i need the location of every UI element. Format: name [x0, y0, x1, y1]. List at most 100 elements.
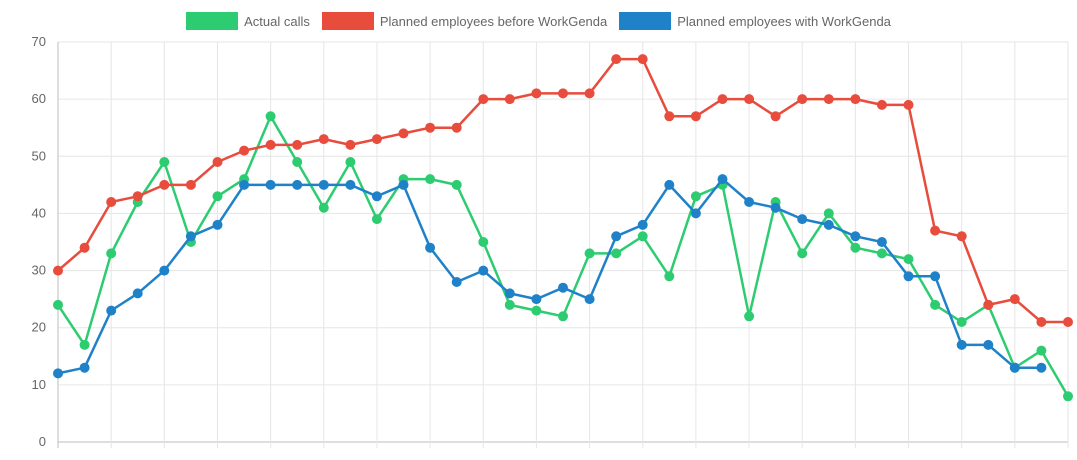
data-point[interactable] [53, 299, 63, 310]
data-point[interactable] [292, 179, 303, 190]
data-point[interactable] [1009, 362, 1020, 373]
data-point[interactable] [425, 122, 436, 133]
data-point[interactable] [425, 174, 436, 185]
data-point[interactable] [451, 179, 462, 190]
legend-item-1[interactable]: Planned employees before WorkGenda [321, 12, 607, 30]
data-point[interactable] [903, 254, 914, 265]
data-point[interactable] [903, 271, 914, 282]
data-point[interactable] [212, 191, 223, 202]
data-point[interactable] [690, 208, 701, 219]
data-point[interactable] [584, 294, 595, 305]
data-point[interactable] [531, 294, 542, 305]
data-point[interactable] [159, 157, 170, 167]
data-point[interactable] [106, 305, 117, 316]
data-point[interactable] [79, 242, 90, 253]
data-point[interactable] [876, 237, 887, 247]
data-point[interactable] [159, 265, 170, 276]
data-point[interactable] [1036, 317, 1047, 327]
data-point[interactable] [106, 248, 117, 259]
data-point[interactable] [637, 219, 648, 230]
data-point[interactable] [371, 134, 382, 145]
data-point[interactable] [690, 191, 701, 202]
data-point[interactable] [903, 99, 914, 110]
data-point[interactable] [558, 311, 568, 322]
data-point[interactable] [611, 54, 622, 65]
data-point[interactable] [717, 174, 728, 185]
data-point[interactable] [265, 139, 276, 150]
data-point[interactable] [159, 179, 170, 190]
data-point[interactable] [239, 179, 250, 190]
data-point[interactable] [558, 88, 568, 99]
data-point[interactable] [876, 248, 887, 259]
data-point[interactable] [558, 282, 568, 293]
data-point[interactable] [79, 339, 90, 350]
data-point[interactable] [318, 134, 329, 145]
data-point[interactable] [850, 94, 861, 105]
data-point[interactable] [584, 248, 595, 259]
data-point[interactable] [292, 157, 303, 167]
data-point[interactable] [744, 197, 755, 207]
data-point[interactable] [79, 362, 90, 373]
data-point[interactable] [106, 197, 117, 207]
data-point[interactable] [611, 231, 622, 242]
data-point[interactable] [53, 265, 63, 276]
data-point[interactable] [876, 99, 887, 110]
data-point[interactable] [504, 288, 515, 299]
data-point[interactable] [690, 111, 701, 122]
data-point[interactable] [132, 288, 143, 299]
data-point[interactable] [983, 339, 994, 350]
data-point[interactable] [185, 179, 196, 190]
data-point[interactable] [265, 179, 276, 190]
data-point[interactable] [185, 231, 196, 242]
data-point[interactable] [770, 202, 781, 213]
data-point[interactable] [212, 157, 223, 167]
data-point[interactable] [823, 208, 834, 219]
data-point[interactable] [345, 157, 356, 167]
data-point[interactable] [478, 94, 489, 105]
data-point[interactable] [318, 179, 329, 190]
data-point[interactable] [398, 179, 409, 190]
data-point[interactable] [983, 299, 994, 310]
data-point[interactable] [53, 368, 63, 379]
data-point[interactable] [850, 231, 861, 242]
data-point[interactable] [132, 191, 143, 202]
data-point[interactable] [1063, 391, 1073, 402]
data-point[interactable] [664, 179, 675, 190]
data-point[interactable] [930, 299, 941, 310]
data-point[interactable] [212, 219, 223, 230]
data-point[interactable] [292, 139, 303, 150]
data-point[interactable] [345, 179, 356, 190]
data-point[interactable] [478, 265, 489, 276]
data-point[interactable] [371, 214, 382, 225]
data-point[interactable] [956, 231, 967, 242]
data-point[interactable] [956, 339, 967, 350]
data-point[interactable] [345, 139, 356, 150]
data-point[interactable] [956, 317, 967, 327]
data-point[interactable] [265, 111, 276, 122]
data-point[interactable] [770, 111, 781, 122]
data-point[interactable] [717, 94, 728, 105]
data-point[interactable] [637, 231, 648, 242]
data-point[interactable] [664, 271, 675, 282]
data-point[interactable] [1009, 294, 1020, 305]
data-point[interactable] [451, 277, 462, 287]
data-point[interactable] [478, 237, 489, 247]
legend-item-2[interactable]: Planned employees with WorkGenda [619, 12, 891, 30]
data-point[interactable] [451, 122, 462, 133]
data-point[interactable] [930, 271, 941, 282]
data-point[interactable] [504, 299, 515, 310]
legend-item-0[interactable]: Actual calls [186, 12, 310, 30]
data-point[interactable] [823, 219, 834, 230]
data-point[interactable] [797, 94, 808, 105]
data-point[interactable] [637, 54, 648, 65]
data-point[interactable] [1063, 317, 1073, 327]
data-point[interactable] [1036, 362, 1047, 373]
data-point[interactable] [744, 94, 755, 105]
data-point[interactable] [823, 94, 834, 105]
data-point[interactable] [425, 242, 436, 253]
data-point[interactable] [371, 191, 382, 202]
data-point[interactable] [930, 225, 941, 236]
data-point[interactable] [797, 214, 808, 225]
data-point[interactable] [504, 94, 515, 105]
data-point[interactable] [797, 248, 808, 259]
